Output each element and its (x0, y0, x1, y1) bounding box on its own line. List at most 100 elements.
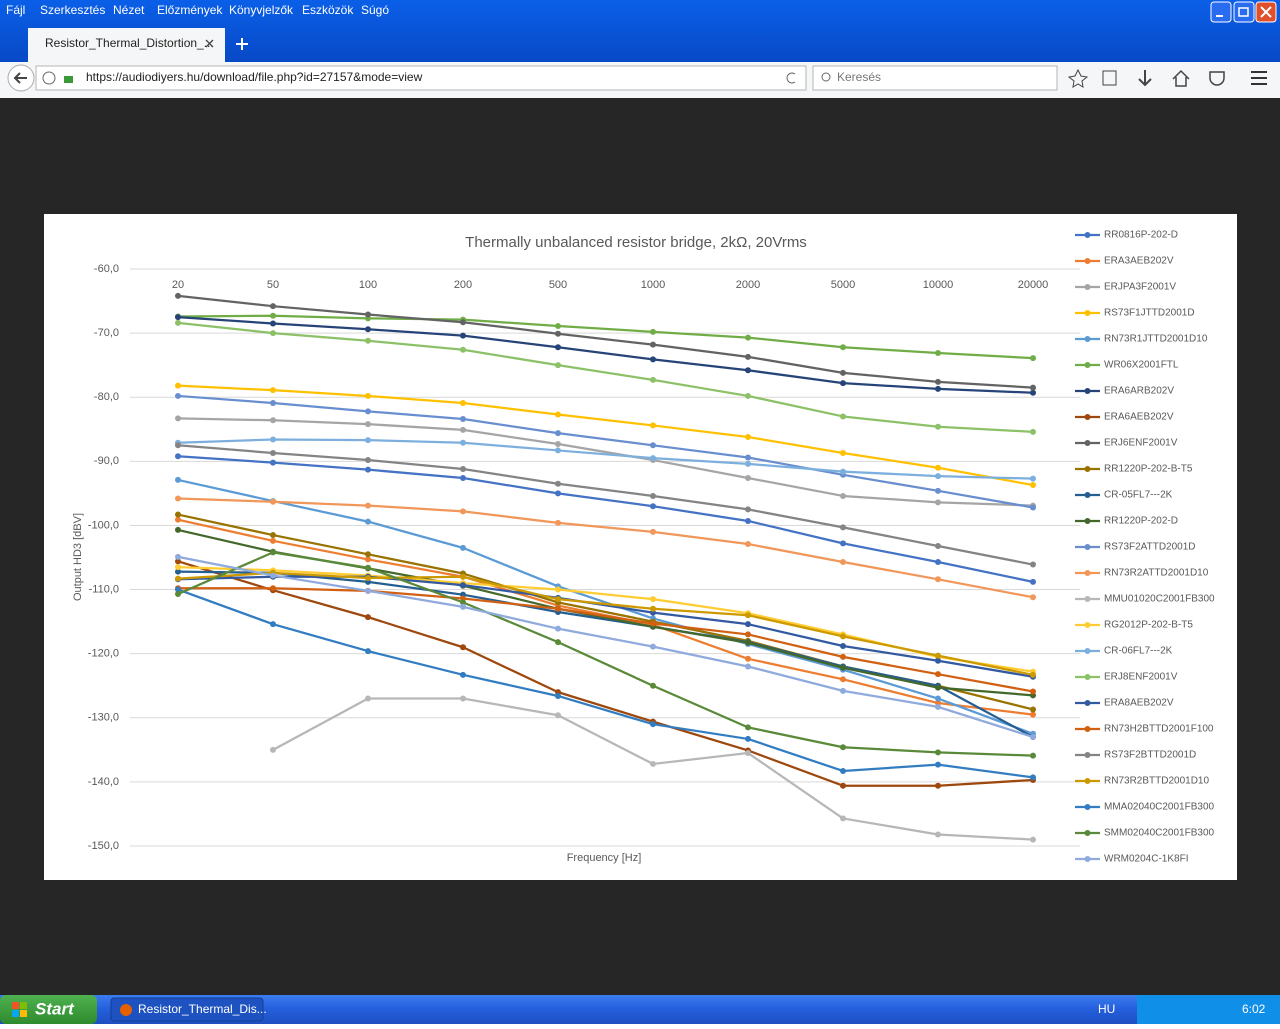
library-button[interactable] (1102, 70, 1117, 86)
menu-item[interactable]: Előzmények (157, 3, 223, 17)
data-point (935, 385, 941, 392)
data-point (650, 328, 656, 335)
restore-button[interactable] (1233, 1, 1255, 23)
data-point (935, 749, 941, 756)
data-point (365, 648, 371, 655)
legend-marker (1084, 232, 1091, 238)
icon (12, 1010, 19, 1017)
data-point (555, 639, 561, 646)
data-point (1030, 578, 1036, 585)
data-point (555, 480, 561, 487)
data-point (365, 421, 371, 428)
legend-label: WR06X2001FTL (1104, 360, 1179, 371)
series-line (177, 555, 1034, 739)
data-point (745, 541, 751, 548)
data-point (745, 460, 751, 467)
data-point (935, 782, 941, 789)
data-point (650, 503, 656, 510)
data-point (840, 664, 846, 671)
data-point (555, 692, 561, 699)
legend-marker (1084, 440, 1091, 446)
data-point (175, 568, 181, 575)
menu-item[interactable]: Fájl (6, 3, 25, 17)
icon (13, 72, 27, 84)
legend-marker (1084, 258, 1091, 264)
data-point (460, 475, 466, 482)
search-bar[interactable] (812, 65, 1058, 91)
legend-label: ERJ6ENF2001V (1104, 438, 1178, 449)
data-point (650, 341, 656, 348)
data-point (460, 599, 466, 606)
icon (821, 72, 831, 82)
data-point (650, 682, 656, 689)
data-point (270, 532, 276, 539)
data-point (460, 671, 466, 678)
menu-item[interactable]: Súgó (361, 3, 389, 17)
series-line (177, 575, 1034, 678)
data-point (650, 760, 656, 767)
x-tick-label: 100 (359, 279, 377, 291)
legend-label: RN73R1JTTD2001D10 (1104, 334, 1208, 345)
chart-title: Thermally unbalanced resistor bridge, 2k… (465, 234, 807, 251)
data-point (935, 576, 941, 583)
menu-item[interactable]: Szerkesztés (40, 3, 105, 17)
data-point (935, 499, 941, 506)
data-point (270, 399, 276, 406)
pocket-button[interactable] (1209, 71, 1225, 86)
tab[interactable] (28, 28, 225, 62)
tab-title[interactable]: Resistor_Thermal_Distortion_... (45, 36, 214, 50)
x-tick-label: 1000 (641, 279, 665, 291)
tab-close[interactable] (205, 39, 214, 48)
data-point (1030, 706, 1036, 713)
icon (42, 71, 56, 85)
series-line (177, 455, 1034, 583)
search-placeholder[interactable]: Keresés (837, 70, 881, 84)
y-tick-label: -70,0 (94, 327, 119, 339)
minimize-button[interactable] (1210, 1, 1232, 23)
url[interactable]: https://audiodiyers.hu/download/file.php… (86, 70, 423, 84)
legend-marker (1084, 466, 1091, 472)
menu-item[interactable]: Eszközök (302, 3, 354, 17)
data-point (365, 337, 371, 344)
data-point (840, 744, 846, 751)
task-label[interactable]: Resistor_Thermal_Dis... (138, 1002, 267, 1016)
series-line (177, 478, 1034, 735)
data-point (935, 703, 941, 710)
url-bar[interactable] (35, 65, 807, 91)
start-label[interactable]: Start (35, 999, 75, 1018)
data-point (650, 605, 656, 612)
legend-marker (1084, 284, 1091, 290)
data-point (175, 476, 181, 483)
data-point (460, 508, 466, 515)
task-button[interactable] (110, 997, 264, 1022)
data-point (270, 572, 276, 579)
data-point (175, 453, 181, 460)
language[interactable]: HU (1098, 1002, 1115, 1016)
series-line (177, 321, 1034, 433)
menu-button[interactable] (1251, 71, 1267, 85)
clock: 6:02 (1242, 1002, 1266, 1016)
legend-label: RR0816P-202-D (1104, 230, 1178, 241)
data-point (935, 558, 941, 565)
reload-button[interactable] (786, 72, 796, 84)
data-point (460, 695, 466, 702)
legend-label: RN73R2ATTD2001D10 (1104, 568, 1209, 579)
menu-item[interactable]: Könyvjelzők (229, 3, 294, 17)
data-point (365, 695, 371, 702)
legend-label: ERJPA3F2001V (1104, 282, 1176, 293)
data-point (935, 423, 941, 430)
bookmark-button[interactable] (1067, 68, 1089, 88)
data-point (840, 558, 846, 565)
legend-label: CR-05FL7---2K (1104, 490, 1173, 501)
menu-item[interactable]: Nézet (113, 3, 145, 17)
x-tick-label: 200 (454, 279, 472, 291)
download-button[interactable] (1138, 70, 1152, 87)
legend-label: ERA6ARB202V (1104, 386, 1174, 397)
plot: -60,0 -70,0 -80,0 -90,0 -100,0 -110,0 -120,0 -1… (88, 230, 1215, 865)
new-tab-button[interactable] (236, 38, 248, 50)
data-point (1030, 389, 1036, 396)
data-point (365, 556, 371, 563)
data-point (175, 319, 181, 326)
home-button[interactable] (1172, 69, 1190, 87)
